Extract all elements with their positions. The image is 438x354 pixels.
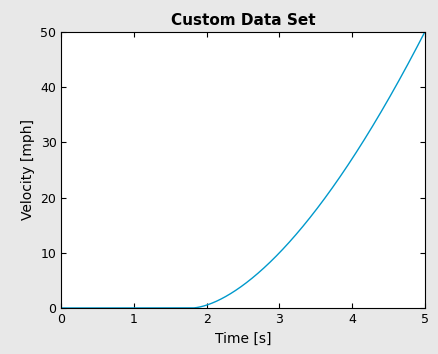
Y-axis label: Velocity [mph]: Velocity [mph]	[21, 119, 35, 221]
X-axis label: Time [s]: Time [s]	[215, 331, 271, 346]
Title: Custom Data Set: Custom Data Set	[171, 13, 315, 28]
